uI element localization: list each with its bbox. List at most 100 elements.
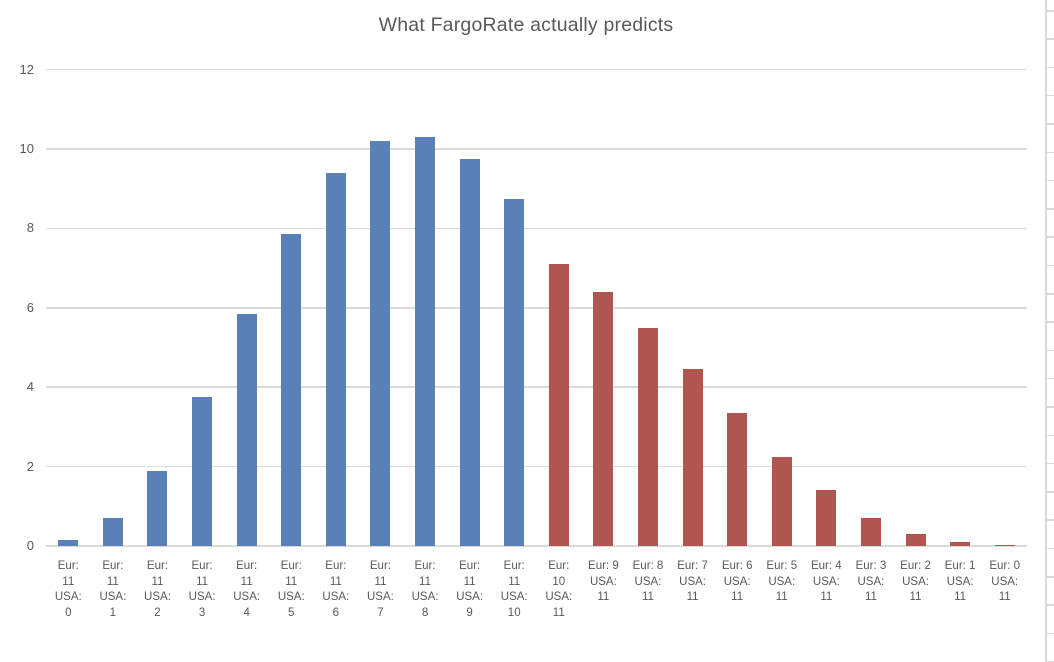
sheet-row-tick [1045, 151, 1054, 153]
x-tick-label-line: Eur: [280, 560, 302, 572]
gridline-4 [46, 386, 1027, 388]
bar-eur-11-usa-1 [102, 518, 123, 546]
bar-eur-9-usa-11 [593, 291, 614, 546]
x-tick-label-line: USA: [634, 575, 662, 588]
x-tick-label-line: Eur: [369, 560, 391, 572]
x-tick-label-line: 11 [62, 575, 75, 588]
sheet-edge-line [1045, 0, 1047, 662]
bar-eur-3-usa-11 [860, 518, 881, 546]
x-tick-label-line: 1 [109, 606, 117, 619]
sheet-row-tick [1045, 293, 1054, 295]
x-tick-label-line: USA: [545, 591, 573, 603]
x-tick-label-line: USA: [411, 591, 439, 603]
x-tick-label-4: Eur: 11 USA: 4 [218, 559, 276, 621]
gridline-10 [46, 148, 1027, 150]
x-tick-label-line: 10 [507, 606, 521, 619]
sheet-row-tick [1045, 236, 1054, 238]
sheet-row-tick [1045, 208, 1054, 210]
x-tick-label-0: Eur: 11 USA: 0 [39, 559, 97, 621]
x-tick-label-line: 11 [775, 591, 788, 603]
x-tick-label-19: Eur: 2 USA: 11 [887, 559, 945, 606]
x-tick-label-11: Eur: 10 USA: 11 [530, 559, 588, 621]
sheet-row-tick [1045, 179, 1054, 182]
y-tick-label-2: 2 [26, 458, 34, 474]
x-tick-label-line: 4 [243, 606, 250, 619]
x-tick-label-line: USA: [589, 575, 617, 588]
sheet-row-tick [1045, 434, 1054, 436]
x-tick-label-line: Eur: [325, 560, 347, 572]
x-tick-label-line: USA: [99, 591, 127, 603]
x-tick-label-21: Eur: 0 USA: 11 [976, 559, 1034, 606]
sheet-row-tick [1045, 491, 1054, 493]
x-tick-label-line: 7 [377, 606, 384, 619]
bar-eur-8-usa-11 [637, 327, 658, 546]
x-tick-label-line: 8 [421, 606, 429, 619]
sheet-row-tick [1045, 576, 1054, 578]
x-tick-label-line: USA: [54, 591, 82, 603]
x-tick-label-line: Eur: [459, 560, 481, 572]
x-tick-label-line: USA: [277, 591, 305, 603]
x-tick-label-7: Eur: 11 USA: 7 [351, 559, 409, 621]
x-tick-label-6: Eur: 11 USA: 6 [307, 559, 365, 621]
x-tick-label-line: 11 [552, 606, 565, 619]
x-tick-label-line: Eur: [146, 560, 169, 572]
x-tick-label-line: Eur: 0 [989, 560, 1021, 572]
chart-title: What FargoRate actually predicts [378, 14, 674, 36]
x-tick-label-line: 11 [106, 575, 119, 588]
x-tick-label-line: Eur: [503, 560, 525, 572]
x-tick-label-line: Eur: 7 [677, 560, 708, 572]
x-tick-label-18: Eur: 3 USA: 11 [842, 559, 900, 606]
x-tick-label-line: 11 [864, 591, 877, 603]
bar-eur-10-usa-11 [548, 264, 569, 546]
y-tick-label-10: 10 [19, 140, 34, 156]
x-tick-label-10: Eur: 11 USA: 10 [485, 559, 543, 621]
x-tick-label-line: Eur: 6 [721, 560, 753, 572]
sheet-row-tick [1045, 406, 1054, 408]
x-tick-label-3: Eur: 11 USA: 3 [173, 559, 231, 621]
x-tick-label-2: Eur: 11 USA: 2 [128, 559, 186, 621]
x-tick-label-line: USA: [144, 591, 171, 603]
x-tick-label-line: 11 [196, 575, 209, 588]
x-tick-label-line: USA: [233, 591, 261, 603]
x-tick-label-line: USA: [456, 591, 484, 603]
bar-eur-11-usa-9 [459, 158, 480, 546]
x-tick-label-line: USA: [500, 591, 528, 603]
x-tick-label-line: Eur: [548, 560, 570, 572]
gridline-12 [46, 68, 1027, 71]
sheet-row-tick [1045, 604, 1054, 606]
bar-eur-11-usa-3 [192, 397, 213, 546]
bar-eur-11-usa-5 [281, 234, 302, 546]
x-tick-label-line: Eur: 9 [588, 560, 619, 572]
x-tick-label-15: Eur: 6 USA: 11 [708, 559, 766, 606]
x-tick-label-line: 9 [466, 606, 473, 619]
x-tick-label-line: Eur: 5 [766, 560, 798, 572]
x-tick-label-line: 11 [597, 591, 610, 603]
x-tick-label-line: USA: [857, 575, 885, 588]
x-tick-label-line: 11 [374, 575, 387, 588]
x-tick-label-line: 10 [552, 575, 566, 588]
bar-eur-0-usa-11 [994, 545, 1015, 546]
y-tick-label-8: 8 [26, 220, 34, 236]
bar-eur-11-usa-4 [236, 313, 257, 546]
x-tick-label-line: Eur: [191, 560, 213, 572]
x-tick-label-line: 11 [285, 575, 298, 588]
x-tick-label-line: USA: [367, 591, 394, 603]
gridline-6 [46, 306, 1027, 309]
bar-eur-11-usa-8 [415, 137, 436, 546]
sheet-row-tick [1045, 38, 1054, 40]
sheet-row-tick [1045, 632, 1054, 635]
x-tick-label-line: 11 [686, 591, 699, 603]
x-tick-label-line: 11 [463, 575, 476, 588]
x-tick-label-line: 6 [332, 606, 340, 619]
x-tick-label-12: Eur: 9 USA: 11 [574, 559, 632, 606]
y-tick-label-0: 0 [26, 538, 34, 553]
x-tick-label-line: 11 [151, 575, 164, 588]
sheet-row-tick [1045, 660, 1054, 662]
bar-eur-4-usa-11 [816, 490, 837, 546]
gridline-2 [46, 465, 1027, 468]
x-tick-label-line: Eur: [414, 560, 436, 572]
bar-eur-2-usa-11 [905, 534, 926, 546]
bar-eur-11-usa-2 [147, 470, 168, 546]
bar-eur-11-usa-10 [504, 198, 525, 546]
